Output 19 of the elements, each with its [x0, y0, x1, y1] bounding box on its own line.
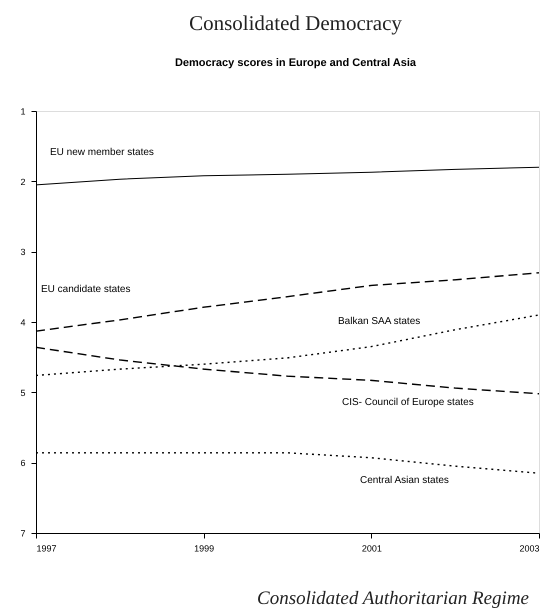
series-label: EU new member states	[50, 147, 154, 158]
x-tick-label: 2001	[362, 544, 382, 554]
y-tick-label: 7	[20, 528, 26, 538]
y-tick-label: 3	[20, 247, 26, 258]
x-tick-label: 1997	[36, 544, 57, 554]
text: Consolidated Democracy	[189, 11, 402, 35]
y-tick-label: 2	[20, 176, 26, 187]
series-label: CIS- Council of Europe states	[342, 397, 474, 408]
chart-title: Democracy scores in Europe and Central Asia	[174, 57, 417, 69]
y-tick-label: 1	[20, 106, 26, 116]
text: EU candidate states	[41, 284, 130, 295]
y-tick-label: 4	[20, 318, 26, 328]
x-tick-label: 2003	[519, 544, 540, 554]
series-label: Central Asian states	[360, 475, 449, 486]
y-tick-label: 5	[20, 388, 26, 398]
y-tick-label: 6	[20, 458, 26, 468]
x-tick-label: 1999	[194, 544, 214, 554]
text: Consolidated Authoritarian Regime	[257, 588, 529, 609]
series-label: Balkan SAA states	[338, 316, 420, 327]
